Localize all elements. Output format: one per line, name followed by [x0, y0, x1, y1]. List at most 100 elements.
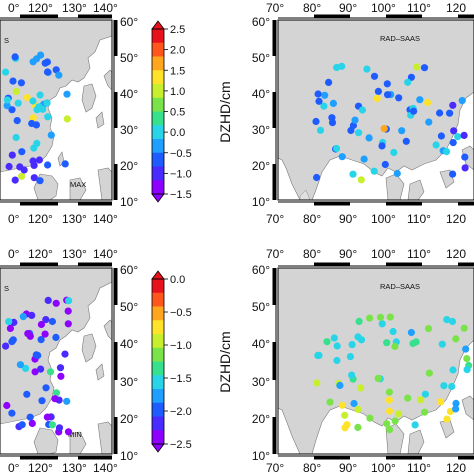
site-marker — [6, 324, 14, 332]
colorbar-segment — [152, 347, 164, 362]
site-marker — [20, 166, 28, 174]
site-marker — [438, 340, 446, 348]
colorbar-segment — [152, 152, 164, 167]
colorbar-tick-label: −0.5 — [170, 307, 192, 319]
colorbar-tick-label: 2.5 — [170, 24, 185, 36]
y-tick-label: 50° — [120, 51, 138, 65]
site-marker — [16, 361, 24, 369]
site-marker — [383, 420, 391, 428]
site-marker — [448, 317, 457, 326]
colorbar-segment — [152, 56, 164, 71]
site-marker — [347, 126, 355, 135]
y-tick-label: 20° — [120, 412, 138, 426]
site-marker — [425, 369, 433, 377]
site-marker — [9, 336, 17, 344]
site-marker — [370, 72, 379, 80]
map-bottom-right-land — [278, 268, 474, 454]
site-marker — [326, 398, 334, 406]
site-marker — [386, 407, 394, 415]
colorbar-segment — [152, 361, 164, 376]
site-marker — [3, 102, 11, 110]
site-marker — [313, 173, 321, 182]
site-marker — [31, 368, 39, 376]
x-tick-label: 110° — [407, 212, 431, 226]
site-marker — [38, 397, 46, 405]
site-marker — [450, 127, 458, 135]
site-marker — [449, 366, 457, 374]
site-marker — [390, 148, 398, 157]
x-tick-label: 0° — [8, 1, 20, 15]
site-marker — [8, 409, 16, 417]
site-marker — [460, 131, 468, 139]
x-tick-label: 140° — [93, 212, 118, 226]
site-marker — [411, 421, 419, 429]
site-marker — [23, 93, 31, 102]
y-tick-label: 10° — [252, 449, 270, 463]
site-marker — [63, 115, 71, 123]
site-marker — [333, 63, 341, 72]
site-marker — [3, 96, 11, 104]
site-marker — [29, 97, 37, 105]
colorbar-segment — [152, 97, 164, 112]
site-markers — [312, 62, 469, 184]
site-marker — [452, 405, 460, 413]
y-tick-label: 60° — [252, 15, 270, 29]
x-tick-label: 90° — [339, 1, 357, 15]
colorbar-max: 2.5 2.0 1.5 1.0 0.5 0.0 −0.5 −1.0 −1.5 DZHD/cm — [151, 20, 233, 203]
map-panel-bottom-right: RAD–SAAS — [277, 267, 474, 455]
site-marker — [376, 313, 385, 321]
site-marker — [44, 113, 52, 121]
site-marker — [463, 366, 471, 374]
site-marker — [29, 114, 37, 122]
axes-top-left: 0° 120° 130° 140° 0° 120° 130° 140° 10° … — [0, 1, 138, 226]
site-marker — [55, 424, 64, 432]
colorbar-ticks: 2.5 2.0 1.5 1.0 0.5 0.0 −0.5 −1.0 −1.5 — [164, 24, 192, 201]
site-marker — [460, 324, 468, 332]
site-marker — [425, 118, 433, 126]
site-marker — [391, 417, 399, 425]
site-marker — [341, 411, 349, 419]
site-marker — [412, 338, 420, 346]
site-marker — [373, 94, 381, 102]
site-marker — [413, 63, 421, 71]
site-marker — [2, 68, 10, 76]
x-tick-label: 80° — [303, 461, 321, 474]
site-marker — [333, 342, 341, 350]
site-marker — [389, 327, 397, 336]
site-marker — [386, 313, 394, 321]
site-marker — [33, 139, 41, 147]
site-marker — [18, 172, 26, 180]
y-tick-label: 50° — [252, 300, 270, 314]
site-marker — [2, 342, 10, 350]
site-marker — [374, 87, 382, 95]
site-marker — [437, 132, 445, 140]
colorbar-title: DZHD/cm — [217, 331, 233, 392]
site-marker — [12, 133, 20, 142]
site-marker — [5, 162, 13, 171]
site-marker — [448, 382, 456, 391]
site-marker — [355, 129, 363, 137]
map-frame — [277, 19, 474, 201]
x-tick-label: 120 — [446, 247, 466, 261]
site-marker — [52, 389, 61, 397]
map-stat-label: RAD–SAAS — [380, 282, 420, 291]
site-marker — [64, 320, 72, 328]
colorbar-segment — [152, 279, 164, 294]
site-marker — [44, 296, 52, 304]
y-tick-label: 60° — [120, 263, 138, 277]
site-marker — [56, 364, 65, 372]
site-marker — [61, 350, 69, 358]
site-marker — [454, 133, 462, 141]
site-marker — [378, 320, 386, 328]
site-marker — [63, 397, 71, 405]
site-marker — [17, 79, 25, 87]
site-marker — [52, 333, 60, 341]
site-marker — [57, 372, 65, 380]
site-marker — [13, 117, 21, 125]
site-marker — [52, 66, 60, 74]
x-tick-label: 120° — [28, 461, 53, 474]
colorbar-segment — [152, 375, 164, 390]
site-marker — [404, 78, 412, 86]
site-marker — [320, 102, 328, 110]
x-tick-label: 100° — [371, 247, 396, 261]
